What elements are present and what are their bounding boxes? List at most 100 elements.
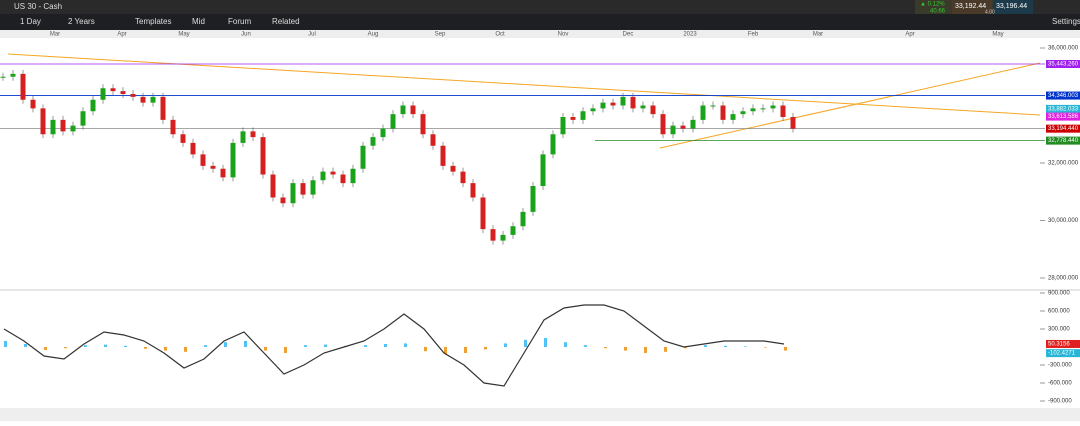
- candle: [270, 174, 276, 198]
- toolbar: [0, 14, 1080, 30]
- candle: [400, 105, 406, 115]
- histogram-bar: [524, 339, 527, 347]
- candle: [680, 125, 686, 129]
- macd-tick-label: -300.000: [1048, 363, 1072, 369]
- level-label: 33,613.586: [1048, 114, 1079, 120]
- month-label: Oct: [495, 32, 505, 38]
- candle: [160, 96, 166, 120]
- candle: [360, 145, 366, 169]
- price-tick-label: 36,000.000: [1048, 46, 1079, 52]
- level-label: 33,882.033: [1048, 106, 1079, 112]
- forum[interactable]: Forum: [228, 17, 251, 26]
- candle: [110, 88, 116, 92]
- candle: [120, 91, 126, 94]
- candle: [10, 73, 16, 77]
- related[interactable]: Related: [272, 17, 300, 26]
- level-label: 34,346.003: [1048, 93, 1079, 99]
- settings[interactable]: Settings: [1052, 17, 1080, 26]
- top-bar: [0, 0, 1080, 14]
- candle: [180, 134, 186, 143]
- macd-tick-label: 600.000: [1048, 309, 1070, 315]
- month-label: Dec: [623, 32, 634, 38]
- candle: [220, 168, 226, 178]
- month-label: Feb: [748, 32, 759, 38]
- histogram-bar: [264, 347, 267, 351]
- candle: [610, 102, 616, 106]
- candle: [290, 183, 296, 204]
- candle: [700, 105, 706, 120]
- bid[interactable]: 33,192.44: [955, 3, 986, 10]
- candle: [390, 114, 396, 129]
- level-label: 35,443.260: [1048, 62, 1079, 68]
- candle: [590, 108, 596, 112]
- month-label: Jul: [308, 32, 316, 38]
- candle: [330, 171, 336, 175]
- candle: [170, 119, 176, 135]
- candle: [410, 105, 416, 115]
- histogram-bar: [164, 347, 167, 351]
- mid[interactable]: Mid: [192, 17, 205, 26]
- candle: [100, 88, 106, 100]
- histogram-bar: [384, 344, 387, 347]
- histogram-bar: [744, 346, 747, 347]
- candle: [150, 96, 156, 103]
- level-tag: [1046, 124, 1080, 133]
- histogram-bar: [324, 344, 327, 347]
- level-tag: [1046, 136, 1080, 145]
- ask[interactable]: 33,196.44: [996, 3, 1027, 10]
- candle: [760, 108, 766, 110]
- candle: [70, 125, 76, 132]
- candle: [520, 211, 526, 227]
- trendline: [659, 62, 1041, 149]
- candle: [790, 117, 796, 129]
- candle: [690, 119, 696, 129]
- candle: [210, 165, 216, 169]
- candle: [190, 142, 196, 155]
- candle: [350, 168, 356, 184]
- macd-tag: [1046, 339, 1080, 348]
- macd-line: [3, 304, 785, 387]
- candle: [670, 125, 676, 135]
- histogram-bar: [404, 343, 407, 347]
- candle: [240, 131, 246, 143]
- date-axis: [0, 30, 1080, 38]
- candle: [650, 105, 656, 115]
- month-label: Sep: [435, 32, 446, 38]
- histogram-bar: [584, 345, 587, 347]
- candle: [440, 145, 446, 166]
- candle: [380, 128, 386, 138]
- candle: [0, 76, 6, 78]
- candle: [80, 111, 86, 126]
- instrument[interactable]: US 30 - Cash: [14, 2, 62, 11]
- range[interactable]: 2 Years: [68, 17, 95, 26]
- candle: [570, 117, 576, 120]
- change-points: 40.66: [930, 9, 946, 15]
- candle: [30, 99, 36, 109]
- histogram-bar: [484, 347, 487, 350]
- candle: [90, 99, 96, 112]
- candle: [750, 108, 756, 112]
- histogram-bar: [4, 341, 7, 347]
- histogram-bar: [444, 347, 447, 355]
- price-tick-label: 32,000.000: [1048, 161, 1079, 167]
- candle: [720, 105, 726, 120]
- candle: [660, 114, 666, 135]
- templates[interactable]: Templates: [135, 17, 171, 26]
- month-label: Apr: [117, 32, 126, 38]
- month-label: Nov: [558, 32, 569, 38]
- candle: [480, 197, 486, 230]
- histogram-bar: [564, 342, 567, 347]
- candle: [450, 165, 456, 172]
- interval[interactable]: 1 Day: [20, 17, 41, 26]
- histogram-bar: [724, 345, 727, 347]
- candle: [60, 119, 66, 132]
- level-tag: [1046, 60, 1080, 69]
- histogram-bar: [364, 345, 367, 347]
- macd-value-label: 50.3156: [1048, 342, 1070, 348]
- candle: [280, 197, 286, 204]
- candle: [320, 171, 326, 181]
- month-label: Apr: [905, 32, 914, 38]
- candle: [260, 137, 266, 175]
- candle: [420, 114, 426, 135]
